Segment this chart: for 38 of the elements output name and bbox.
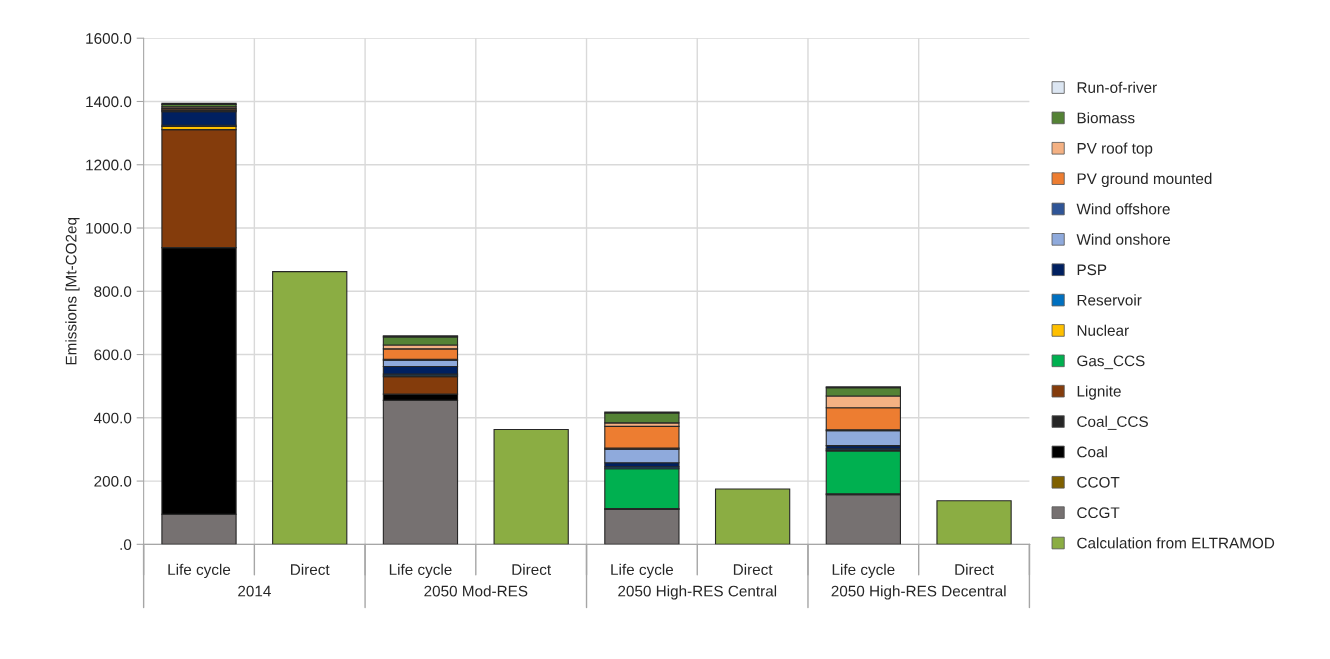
x-tick-label: Direct bbox=[733, 563, 773, 575]
y-tick-label: 1400.0 bbox=[86, 96, 132, 108]
legend-label: Wind offshore bbox=[1076, 203, 1170, 215]
y-tick-label: 1000.0 bbox=[86, 222, 132, 234]
legend-label: PSP bbox=[1077, 264, 1107, 276]
legend-label: CCGT bbox=[1077, 507, 1120, 519]
legend-label: Calculation from ELTRAMOD bbox=[1077, 537, 1275, 549]
text: 2014 bbox=[238, 585, 271, 597]
x-tick-label: Life cycle bbox=[389, 563, 452, 579]
legend-label: Coal bbox=[1077, 446, 1107, 458]
x-tick-label: Direct bbox=[291, 563, 330, 575]
legend-label: Reservoir bbox=[1077, 294, 1142, 306]
x-tick-label: Direct bbox=[512, 563, 551, 575]
y-tick-label: 1600.0 bbox=[86, 33, 132, 44]
legend-label: Nuclear bbox=[1077, 324, 1129, 336]
text: 2050 Mod-RES bbox=[424, 585, 528, 597]
legend-label: CCOT bbox=[1077, 476, 1120, 488]
y-tick-label: .0 bbox=[120, 539, 132, 551]
legend-label: PV ground mounted bbox=[1077, 172, 1212, 188]
x-tick-label: Life cycle bbox=[832, 563, 895, 579]
legend-label: Biomass bbox=[1077, 112, 1135, 124]
y-tick-label: 200.0 bbox=[94, 475, 132, 487]
y-axis-title: Emissions [Mt-CO2eq bbox=[65, 217, 80, 365]
y-tick-label: 1200.0 bbox=[86, 159, 132, 171]
text: 2050 High-RES Decentral bbox=[831, 585, 1006, 600]
legend-label: Wind onshore bbox=[1076, 233, 1171, 245]
legend-label: Lignite bbox=[1077, 385, 1121, 400]
text: 2050 High-RES Central bbox=[618, 585, 777, 600]
y-tick-label: 400.0 bbox=[93, 412, 132, 424]
x-tick-label: Direct bbox=[955, 563, 994, 575]
y-tick-label: 800.0 bbox=[94, 286, 132, 297]
y-tick-label: 600.0 bbox=[94, 349, 132, 361]
legend-label: Gas_CCS bbox=[1077, 355, 1145, 370]
x-tick-label: Life cycle bbox=[611, 563, 674, 579]
x-tick-label: Life cycle bbox=[168, 563, 231, 579]
legend-label: Run-of-river bbox=[1077, 81, 1157, 93]
legend-label: PV roof top bbox=[1077, 142, 1153, 157]
legend-label: Coal_CCS bbox=[1077, 415, 1148, 430]
